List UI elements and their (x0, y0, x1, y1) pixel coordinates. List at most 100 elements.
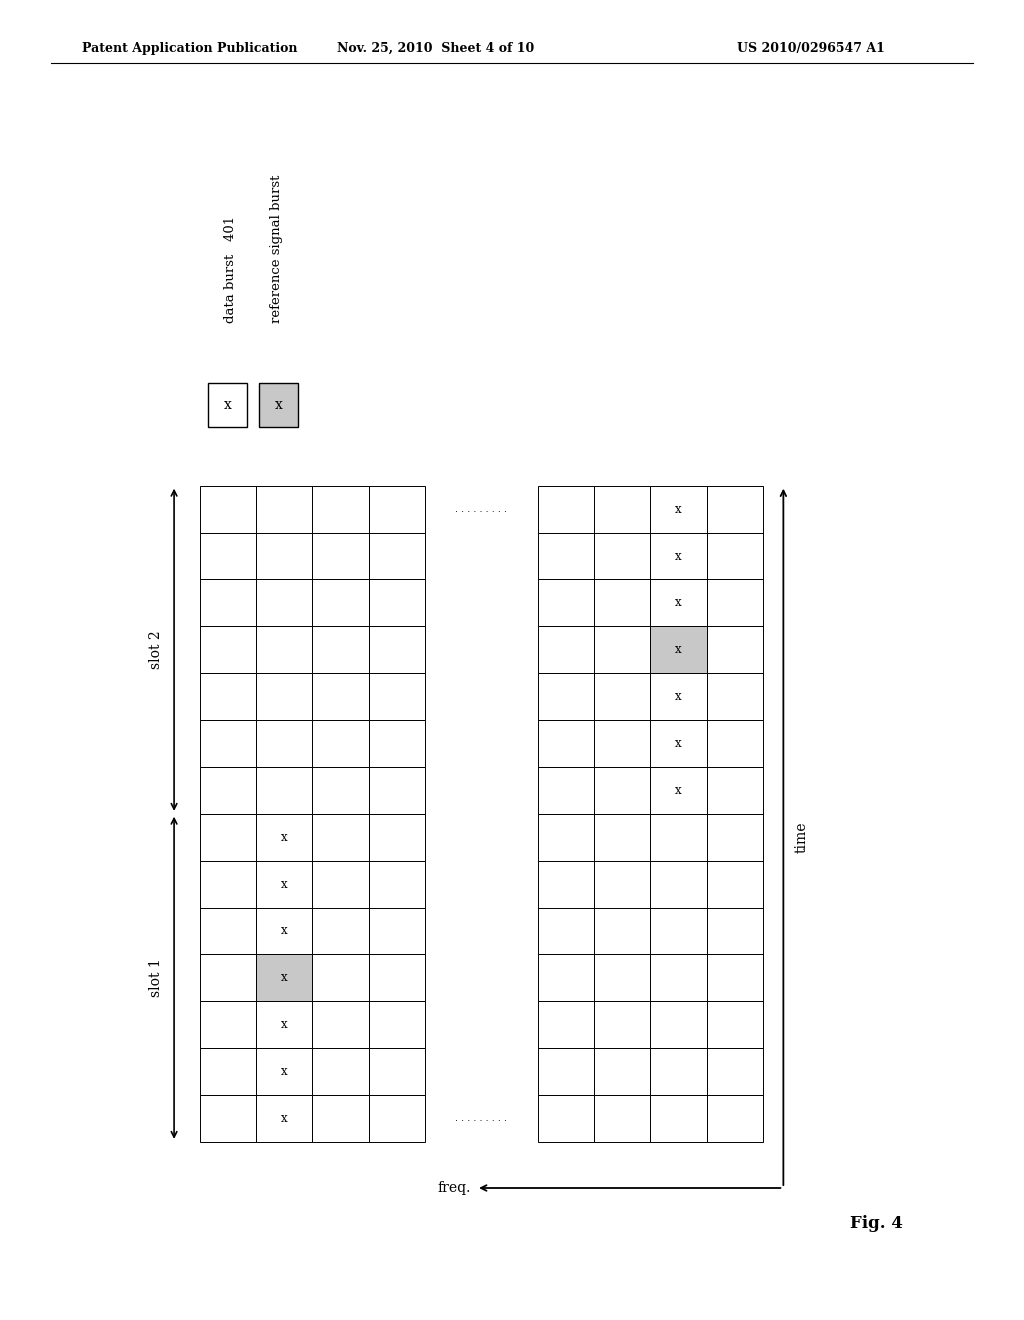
Text: slot 1: slot 1 (148, 958, 163, 997)
Bar (650, 1048, 707, 1096)
Text: x: x (675, 643, 682, 656)
Text: Patent Application Publication: Patent Application Publication (82, 42, 297, 54)
Text: x: x (675, 597, 682, 610)
Bar (538, 486, 594, 532)
Bar (538, 1048, 594, 1096)
Bar (707, 1048, 763, 1096)
Text: x: x (281, 1018, 288, 1031)
Text: x: x (223, 399, 231, 412)
Bar (256, 813, 312, 861)
Text: US 2010/0296547 A1: US 2010/0296547 A1 (737, 42, 885, 54)
Bar (707, 486, 763, 532)
Bar (259, 383, 298, 428)
Bar (538, 813, 594, 861)
Bar (707, 721, 763, 767)
Bar (256, 1048, 312, 1096)
Bar (594, 579, 650, 627)
Bar (594, 486, 650, 532)
Bar (312, 813, 369, 861)
Bar (369, 627, 425, 673)
Bar (538, 721, 594, 767)
Text: x: x (675, 737, 682, 750)
Bar (312, 486, 369, 532)
Bar (538, 861, 594, 908)
Bar (369, 673, 425, 721)
Text: x: x (281, 1111, 288, 1125)
Bar (369, 1048, 425, 1096)
Text: x: x (281, 830, 288, 843)
Bar (312, 673, 369, 721)
Text: x: x (281, 972, 288, 985)
Bar (650, 1001, 707, 1048)
Bar (256, 579, 312, 627)
Bar (594, 721, 650, 767)
Bar (312, 1001, 369, 1048)
Bar (200, 908, 256, 954)
Bar (369, 813, 425, 861)
Bar (594, 1096, 650, 1142)
Bar (369, 532, 425, 579)
Bar (650, 721, 707, 767)
Bar (256, 767, 312, 813)
Bar (256, 532, 312, 579)
Text: . . . . . . . . .: . . . . . . . . . (456, 1113, 507, 1123)
Text: x: x (281, 1065, 288, 1078)
Bar (369, 767, 425, 813)
Bar (594, 1001, 650, 1048)
Bar (707, 532, 763, 579)
Bar (707, 673, 763, 721)
Bar (256, 486, 312, 532)
Text: Nov. 25, 2010  Sheet 4 of 10: Nov. 25, 2010 Sheet 4 of 10 (337, 42, 534, 54)
Text: x: x (675, 549, 682, 562)
Bar (312, 721, 369, 767)
Text: slot 2: slot 2 (148, 631, 163, 669)
Bar (369, 721, 425, 767)
Bar (538, 1001, 594, 1048)
Text: time: time (795, 821, 809, 853)
Text: data burst   401: data burst 401 (224, 216, 237, 323)
Bar (200, 486, 256, 532)
Bar (369, 1096, 425, 1142)
Bar (256, 673, 312, 721)
Bar (256, 954, 312, 1001)
Bar (200, 627, 256, 673)
Bar (200, 767, 256, 813)
Bar (369, 954, 425, 1001)
Text: freq.: freq. (437, 1181, 471, 1195)
Bar (369, 579, 425, 627)
Bar (707, 627, 763, 673)
Bar (650, 954, 707, 1001)
Bar (312, 767, 369, 813)
Bar (256, 1001, 312, 1048)
Bar (256, 627, 312, 673)
Bar (707, 1096, 763, 1142)
Bar (594, 532, 650, 579)
Bar (200, 579, 256, 627)
Bar (200, 1096, 256, 1142)
Text: . . . . . . . . .: . . . . . . . . . (456, 504, 507, 515)
Bar (200, 1048, 256, 1096)
Bar (707, 813, 763, 861)
Bar (538, 1096, 594, 1142)
Bar (538, 673, 594, 721)
Bar (200, 673, 256, 721)
Bar (650, 861, 707, 908)
Text: x: x (675, 690, 682, 704)
Bar (200, 721, 256, 767)
Text: x: x (675, 784, 682, 797)
Text: x: x (281, 924, 288, 937)
Bar (369, 486, 425, 532)
Bar (200, 532, 256, 579)
Bar (594, 767, 650, 813)
Bar (200, 861, 256, 908)
Bar (312, 627, 369, 673)
Text: x: x (675, 503, 682, 516)
Bar (312, 908, 369, 954)
Bar (312, 861, 369, 908)
Bar (312, 954, 369, 1001)
Bar (594, 861, 650, 908)
Bar (538, 767, 594, 813)
Bar (312, 1048, 369, 1096)
Bar (312, 579, 369, 627)
Bar (594, 673, 650, 721)
